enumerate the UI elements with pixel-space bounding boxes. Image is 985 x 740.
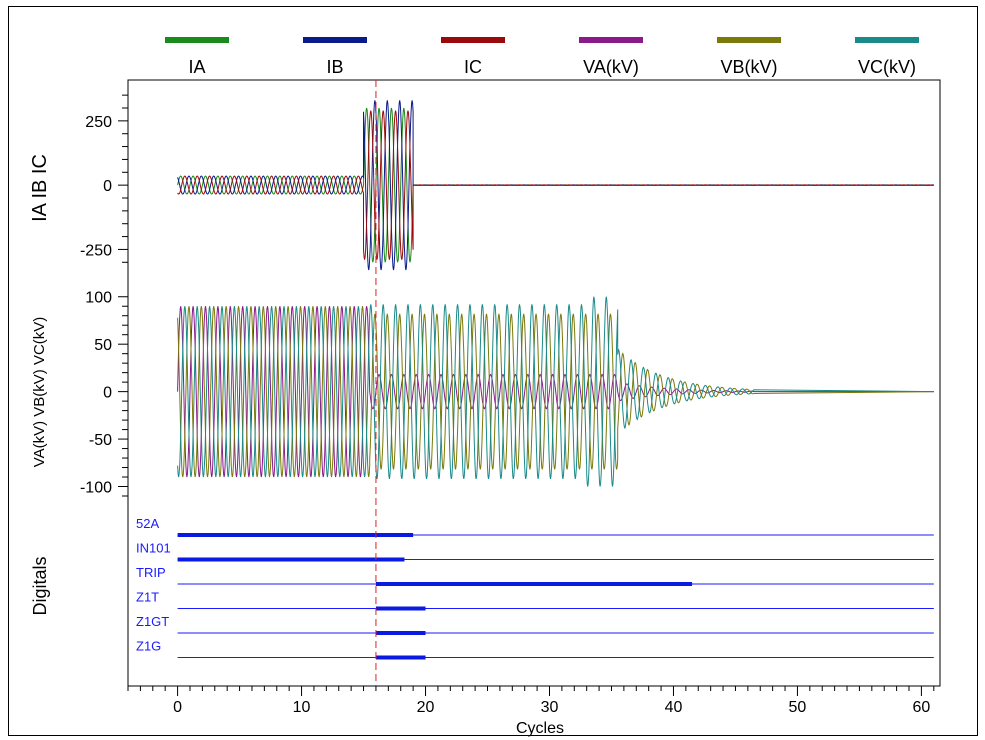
legend-swatch-2 [441,37,505,43]
legend-label-4: VB(kV) [720,57,777,77]
x-tick-label: 30 [541,699,559,716]
chart-frame [8,6,978,736]
legend-swatch-5 [855,37,919,43]
x-tick-label: 60 [913,699,931,716]
y-tick-label: -250 [80,242,112,259]
digital-label: Z1T [136,590,159,605]
legend-swatch-1 [303,37,367,43]
x-tick-label: 20 [417,699,435,716]
y-tick-label: 100 [85,290,112,307]
x-tick-label: 50 [789,699,807,716]
y-tick-label: -100 [80,480,112,497]
legend-label-1: IB [326,57,343,77]
digital-label: IN101 [136,541,171,556]
y-tick-label: 0 [103,385,112,402]
y-tick-label: 0 [103,178,112,195]
legend-label-5: VC(kV) [858,57,916,77]
y-tick-label: -50 [89,432,112,449]
digital-label: 52A [136,516,159,531]
legend-label-2: IC [464,57,482,77]
plot-area [127,79,941,687]
trace-vakv [177,306,934,478]
traces [177,100,934,487]
legend-swatch-3 [579,37,643,43]
legend-label-3: VA(kV) [583,57,639,77]
x-tick-label: 40 [665,699,683,716]
digital-label: Z1GT [136,614,169,629]
x-tick-label: 10 [293,699,311,716]
trace-ic [177,110,934,260]
x-tick-label: 0 [173,699,182,716]
legend-swatch-4 [717,37,781,43]
legend: IA IB IC VA(kV) VB(kV) VC(kV) [165,37,919,77]
digital-label: Z1G [136,639,161,654]
y-tick-label: 50 [94,337,112,354]
legend-label-0: IA [188,57,205,77]
x-axis-label: Cycles [516,720,564,737]
current-panel-y-label: IA IB IC [29,154,51,222]
trace-vckv [177,296,934,487]
axes: 0 10 20 30 40 50 60 -250 0 250 -100 -50 0 50 100 [80,94,935,716]
digitals-y-label: Digitals [30,556,50,615]
digital-channels: 52A IN101 TRIP Z1T Z1GT Z1G [136,516,934,660]
legend-swatch-0 [165,37,229,43]
voltage-panel-y-label: VA(kV) VB(kV) VC(kV) [31,317,48,468]
digital-label: TRIP [136,565,166,580]
y-tick-label: 250 [85,114,112,131]
